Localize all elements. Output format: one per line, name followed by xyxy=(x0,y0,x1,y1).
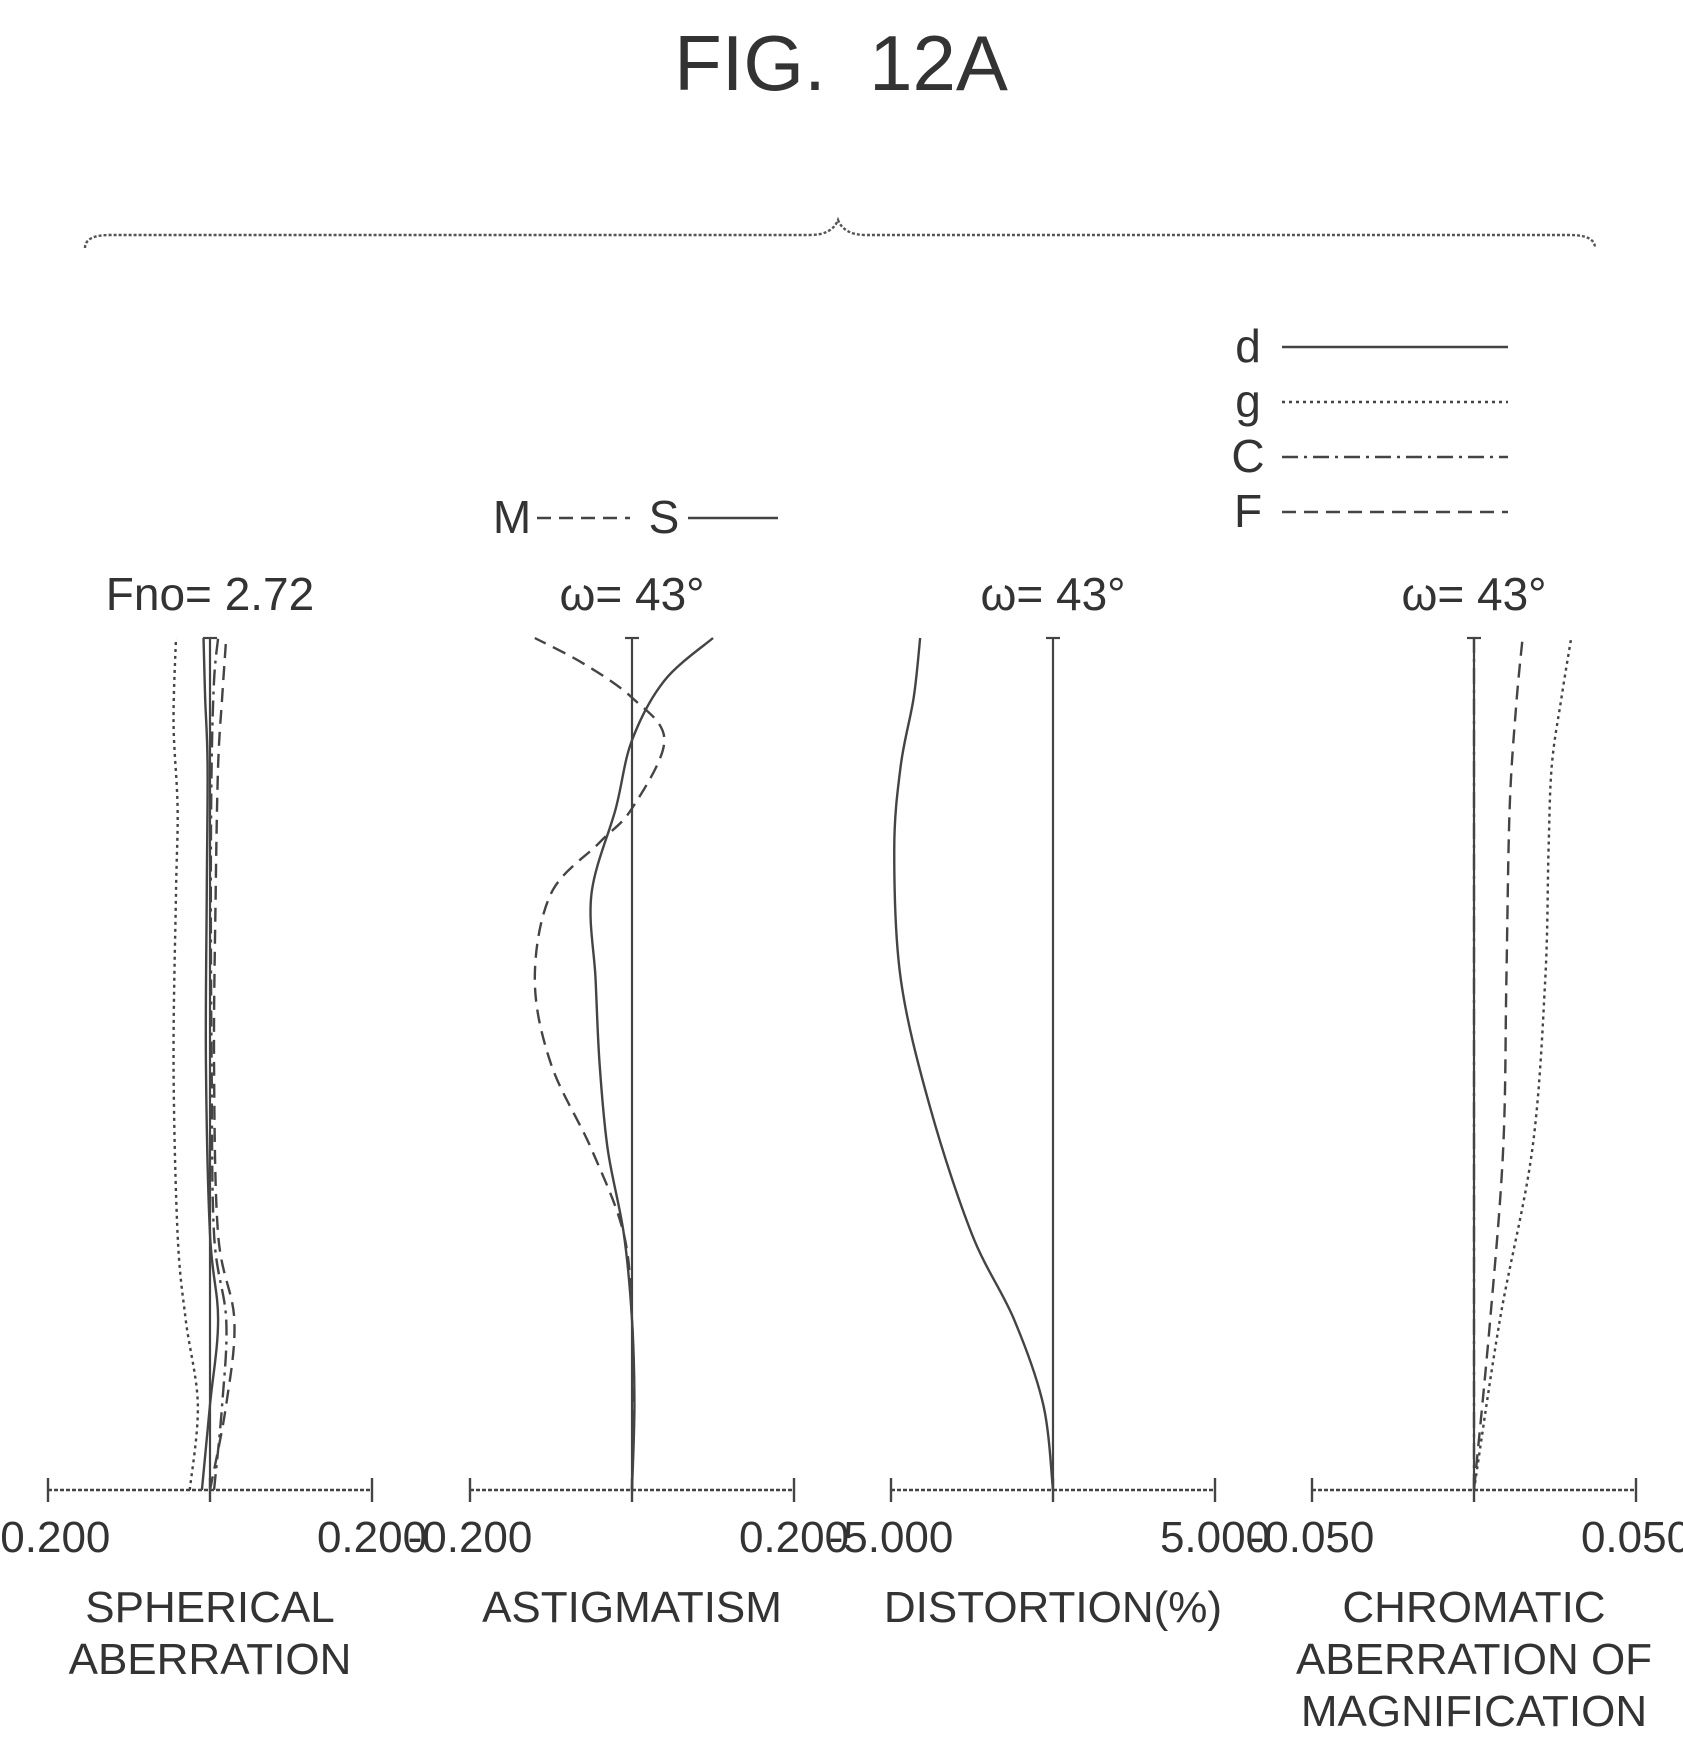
chart-header: ω= 43° xyxy=(1401,568,1546,620)
axis-title: ABERRATION OF xyxy=(1296,1635,1652,1684)
axis-title: ABERRATION xyxy=(69,1635,352,1684)
series-curve-d xyxy=(893,637,1055,1491)
series-curve-c xyxy=(209,637,228,1491)
tick-label-max: 5.000 xyxy=(1160,1513,1270,1562)
figure-title: FIG. 12A xyxy=(674,19,1008,107)
axis-title: ASTIGMATISM xyxy=(482,1583,782,1632)
tick-label-max: 0.200 xyxy=(317,1513,427,1562)
chart-distortion: ω= 43° -5.000 5.000 DISTORTION(%) xyxy=(829,568,1270,1632)
axis-title: CHROMATIC xyxy=(1342,1583,1605,1632)
axis-title: MAGNIFICATION xyxy=(1301,1687,1647,1736)
legend-label: C xyxy=(1231,430,1264,482)
legend-label: S xyxy=(649,491,680,543)
series-curve-f xyxy=(1472,637,1524,1491)
legend-label: d xyxy=(1235,320,1261,372)
axis-title: DISTORTION(%) xyxy=(884,1583,1222,1632)
chart-astigmatism: ω= 43° -0.200 0.200 ASTIGMATISM xyxy=(408,568,849,1632)
tick-label-max: 0.050 xyxy=(1581,1513,1683,1562)
tick-label-min: -0.200 xyxy=(0,1513,110,1562)
series-curve-g xyxy=(172,637,200,1491)
series-curve-d xyxy=(200,637,220,1491)
legend-label: g xyxy=(1235,375,1261,427)
series-curve-f xyxy=(208,637,236,1491)
chart-panels: Fno= 2.72-0.2000.200SPHERICALABERRATIONω… xyxy=(0,568,1683,1736)
panel-brace xyxy=(83,216,1597,249)
axis-title: SPHERICAL xyxy=(85,1583,334,1632)
chart-header: ω= 43° xyxy=(980,568,1125,620)
tick-label-max: 0.200 xyxy=(739,1513,849,1562)
tick-label-min: -0.200 xyxy=(408,1513,533,1562)
series-curve-g xyxy=(1472,637,1573,1491)
chart-header: Fno= 2.72 xyxy=(106,568,314,620)
series-curve-m xyxy=(533,636,666,1491)
series-curve-s xyxy=(589,637,714,1491)
legend-label: M xyxy=(493,491,531,543)
legend-label: F xyxy=(1234,485,1262,537)
chart-header: ω= 43° xyxy=(559,568,704,620)
tick-label-min: -5.000 xyxy=(829,1513,954,1562)
tick-label-min: -0.050 xyxy=(1250,1513,1375,1562)
